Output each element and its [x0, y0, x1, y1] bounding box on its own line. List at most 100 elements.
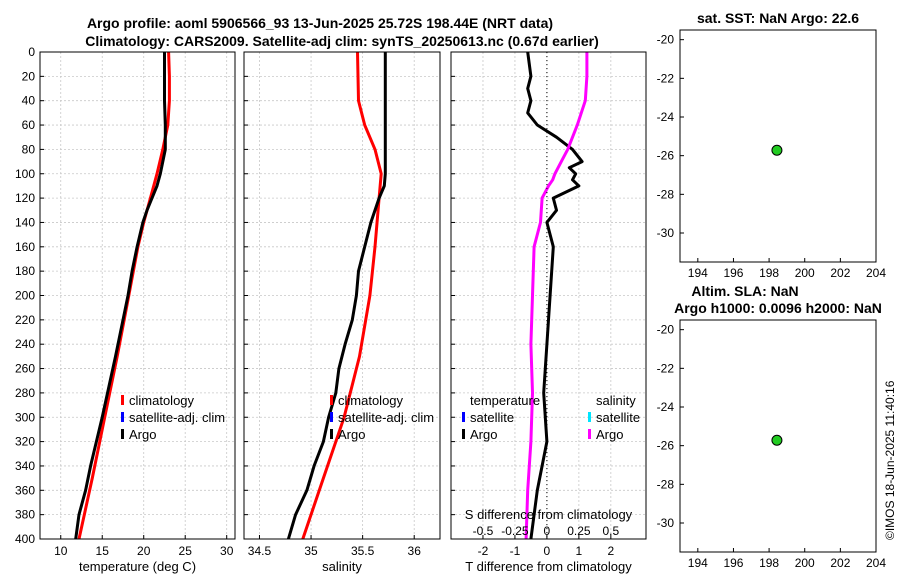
x-tick-label: 204: [866, 266, 886, 280]
y-tick-label: 340: [15, 459, 35, 473]
y-tick-label: -28: [657, 477, 675, 491]
series-argo: [74, 52, 167, 540]
legend-swatch: [588, 412, 591, 422]
x-tick-label: 36: [408, 544, 422, 558]
x2-tick-label: -0.5: [473, 524, 494, 538]
legend-label: Argo: [338, 427, 365, 442]
y-tick-label: 400: [15, 532, 35, 546]
x-tick-label: 2: [607, 544, 614, 558]
x-tick-label: 198: [759, 556, 779, 570]
sla-map-title2: Argo h1000: 0.0096 h2000: NaN: [674, 300, 882, 316]
x-tick-label: 20: [137, 544, 151, 558]
panel-sst_map: -20 -22 -24 -26 -28 -30 194 196 198 200 202 204: [657, 29, 886, 280]
y-tick-label: 380: [15, 508, 35, 522]
y-tick-label: -28: [657, 187, 675, 201]
x-tick-label: 15: [96, 544, 110, 558]
legend-swatch: [462, 429, 465, 439]
x-tick-label: 198: [759, 266, 779, 280]
x-tick-label: 35: [304, 544, 318, 558]
chart-panels: 0204060801001201401601802002202402602803…: [15, 29, 886, 574]
x-tick-label: -2: [478, 544, 489, 558]
y-tick-label: -30: [657, 516, 675, 530]
y-tick-label: 200: [15, 289, 35, 303]
x-axis-label: salinity: [322, 559, 362, 574]
imos-watermark: ©IMOS 18-Jun-2025 11:40:16: [883, 380, 897, 540]
x2-tick-label: 0.25: [567, 524, 591, 538]
legend-swatch: [121, 429, 124, 439]
panel-difference: -2 -1 0 1 2T difference from climatology S di…: [450, 51, 647, 574]
y-tick-label: 320: [15, 435, 35, 449]
x-tick-label: 200: [795, 266, 815, 280]
argo-location-point: [771, 144, 783, 156]
legend-swatch: [462, 412, 465, 422]
y-tick-label: 280: [15, 386, 35, 400]
legend-label: Argo: [596, 427, 623, 442]
legend-swatch: [330, 429, 333, 439]
legend-label: Argo: [129, 427, 156, 442]
y-tick-label: 360: [15, 483, 35, 497]
title-line1: Argo profile: aoml 5906566_93 13-Jun-202…: [87, 15, 553, 31]
x-tick-label: 30: [220, 544, 234, 558]
x-tick-label: 196: [723, 266, 743, 280]
y-tick-label: 140: [15, 215, 35, 229]
x2-axis-label: S difference from climatology: [465, 507, 633, 522]
y-tick-label: -24: [657, 110, 675, 124]
y-tick-label: 240: [15, 337, 35, 351]
title-line2: Climatology: CARS2009. Satellite-adj cli…: [85, 33, 599, 49]
plot-frame: [243, 51, 441, 540]
x-tick-label: 194: [688, 556, 708, 570]
y-tick-label: 0: [28, 45, 35, 59]
x2-tick-label: 0: [544, 524, 551, 538]
x-tick-label: 196: [723, 556, 743, 570]
y-tick-label: 20: [22, 69, 36, 83]
x-tick-label: 10: [54, 544, 68, 558]
y-tick-label: -24: [657, 400, 675, 414]
legend-label: temperature: [470, 393, 540, 408]
legend-swatch: [330, 412, 333, 422]
y-tick-label: -30: [657, 226, 675, 240]
y-tick-label: 180: [15, 264, 35, 278]
panel-sla_map: -20 -22 -24 -26 -28 -30 194 196 198 200 202 204: [657, 319, 886, 570]
legend-label: climatology: [338, 393, 404, 408]
x-tick-label: 200: [795, 556, 815, 570]
x2-tick-label: -0.25: [501, 524, 529, 538]
legend-label: satellite-adj. clim: [129, 410, 225, 425]
legend-label: climatology: [129, 393, 195, 408]
series-s-argo: [524, 52, 589, 540]
legend-swatch: [121, 412, 124, 422]
plot-frame: [450, 51, 647, 540]
y-tick-label: 300: [15, 410, 35, 424]
x-tick-label: 34.5: [248, 544, 272, 558]
legend-label: satellite: [470, 410, 514, 425]
y-tick-label: 40: [22, 94, 36, 108]
y-tick-label: 60: [22, 118, 36, 132]
sst-map-title: sat. SST: NaN Argo: 22.6: [697, 10, 859, 26]
x-tick-label: 202: [830, 266, 850, 280]
argo-location-point: [771, 434, 783, 446]
y-tick-label: -22: [657, 361, 675, 375]
series-t-argo: [526, 51, 584, 540]
y-tick-label: -20: [657, 33, 675, 47]
legend-label: satellite: [596, 410, 640, 425]
y-tick-label: 160: [15, 240, 35, 254]
x-tick-label: 194: [688, 266, 708, 280]
x-tick-label: 1: [576, 544, 583, 558]
series-argo: [286, 52, 387, 540]
legend-label: satellite-adj. clim: [338, 410, 434, 425]
y-tick-label: -22: [657, 71, 675, 85]
panel-salinity: 34.5 35 35.5 36 salinity climatology satellite…: [243, 51, 441, 574]
sla-map-title: Altim. SLA: NaN: [691, 283, 798, 299]
y-tick-label: 220: [15, 313, 35, 327]
x-axis-label: temperature (deg C): [79, 559, 196, 574]
legend-label: Argo: [470, 427, 497, 442]
x2-tick-label: 0.5: [602, 524, 619, 538]
legend-swatch: [330, 395, 333, 405]
legend-swatch: [121, 395, 124, 405]
x-tick-label: 204: [866, 556, 886, 570]
x-tick-label: 35.5: [351, 544, 375, 558]
y-tick-label: 120: [15, 191, 35, 205]
legend-label: salinity: [596, 393, 636, 408]
x-tick-label: -1: [510, 544, 521, 558]
y-tick-label: 100: [15, 167, 35, 181]
